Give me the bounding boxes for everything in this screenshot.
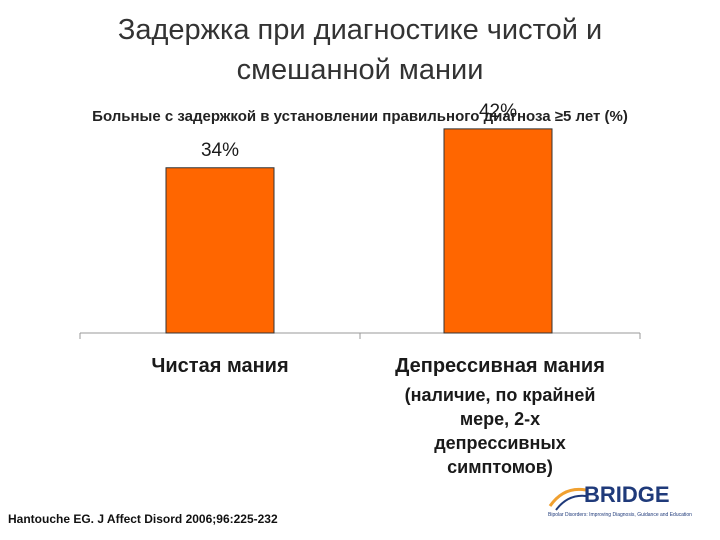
chart-title: Больные с задержкой в установлении прави… xyxy=(92,108,628,125)
bridge-logo: BRIDGE Bipolar Disorders: Improving Diag… xyxy=(548,478,718,532)
category-note-line: мере, 2-х xyxy=(459,409,541,429)
category-label-pure-mania: Чистая мания xyxy=(151,355,289,377)
slide-title: Задержка при диагностике чистой и смешан… xyxy=(60,10,660,90)
category-note-line: депрессивных xyxy=(434,433,566,453)
logo-wordmark: BRIDGE xyxy=(584,482,670,507)
category-note-line: симптомов) xyxy=(447,457,553,477)
category-label-depressive-mania: Депрессивная мания xyxy=(395,355,605,377)
citation: Hantouche EG. J Affect Disord 2006;96:22… xyxy=(8,512,278,526)
data-label-depressive-mania: 42% xyxy=(479,101,517,122)
title-line-2: смешанной мании xyxy=(236,54,484,86)
title-line-1: Задержка при диагностике чистой и xyxy=(117,14,603,46)
bar-pure-mania xyxy=(165,167,275,334)
data-label-pure-mania: 34% xyxy=(201,140,239,161)
bridge-swoosh-icon xyxy=(548,487,587,511)
category-note-depressive-mania: (наличие, по крайней мере, 2-х депрессив… xyxy=(360,383,640,479)
bar-depressive-mania xyxy=(443,128,553,334)
logo-tagline: Bipolar Disorders: Improving Diagnosis, … xyxy=(548,512,692,518)
category-note-line: (наличие, по крайней xyxy=(404,385,596,405)
